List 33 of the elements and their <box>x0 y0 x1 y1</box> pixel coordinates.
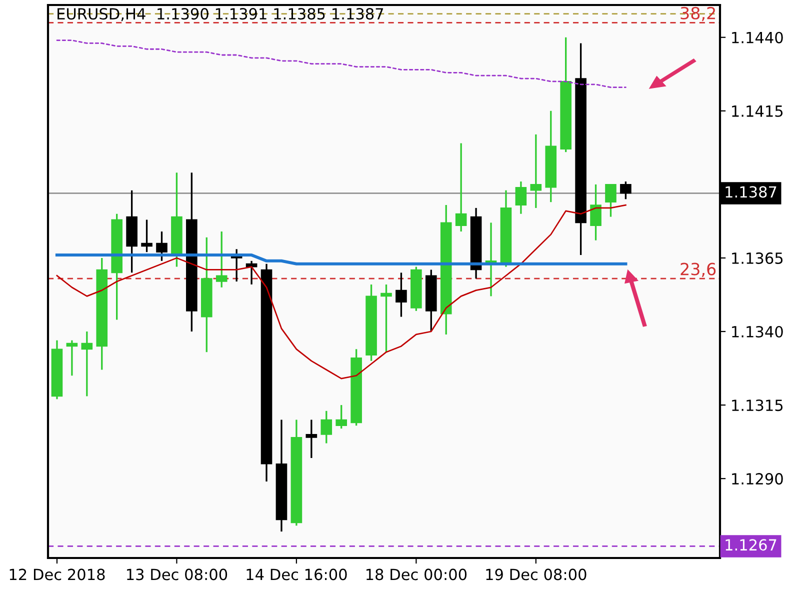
candlestick <box>590 184 602 242</box>
candlestick <box>515 180 527 215</box>
candlestick <box>336 404 348 430</box>
x-tick-label: 14 Dec 16:00 <box>246 568 347 580</box>
y-tick-label: 1.1340 <box>732 326 783 338</box>
candlestick <box>396 272 407 318</box>
ref-line-label: 1.1267 <box>726 539 776 551</box>
chart-title: EURUSD,H4 1.1390 1.1391 1.1385 1.1387 <box>58 8 384 22</box>
y-tick-label: 1.1415 <box>732 106 783 117</box>
candlestick <box>216 230 228 288</box>
candlestick <box>455 142 467 232</box>
candlestick <box>306 418 318 459</box>
y-tick-label: 1.1365 <box>732 252 783 264</box>
candlestick <box>156 230 168 262</box>
line-series <box>56 204 626 380</box>
candlestick <box>141 218 152 253</box>
x-tick-label: 18 Dec 00:00 <box>366 568 467 580</box>
annotation: 23,6 <box>680 262 716 278</box>
candlestick <box>530 134 542 209</box>
candlestick <box>380 284 392 353</box>
ref-line-label: 1.1387 <box>726 186 776 198</box>
y-tick-label: 1.1440 <box>732 32 783 44</box>
candlestick <box>320 410 332 444</box>
candlestick <box>81 330 93 398</box>
x-tick-label: 12 Dec 2018 <box>10 568 105 580</box>
x-tick-label: 13 Dec 08:00 <box>127 568 228 580</box>
candlestick <box>620 180 632 200</box>
y-tick-label: 1.1290 <box>732 473 783 485</box>
x-tick-label: 19 Dec 08:00 <box>486 568 586 580</box>
candlestick <box>605 184 616 218</box>
candlestick <box>66 339 78 376</box>
line-series <box>56 40 626 88</box>
y-tick-label: 1.1315 <box>732 400 783 412</box>
